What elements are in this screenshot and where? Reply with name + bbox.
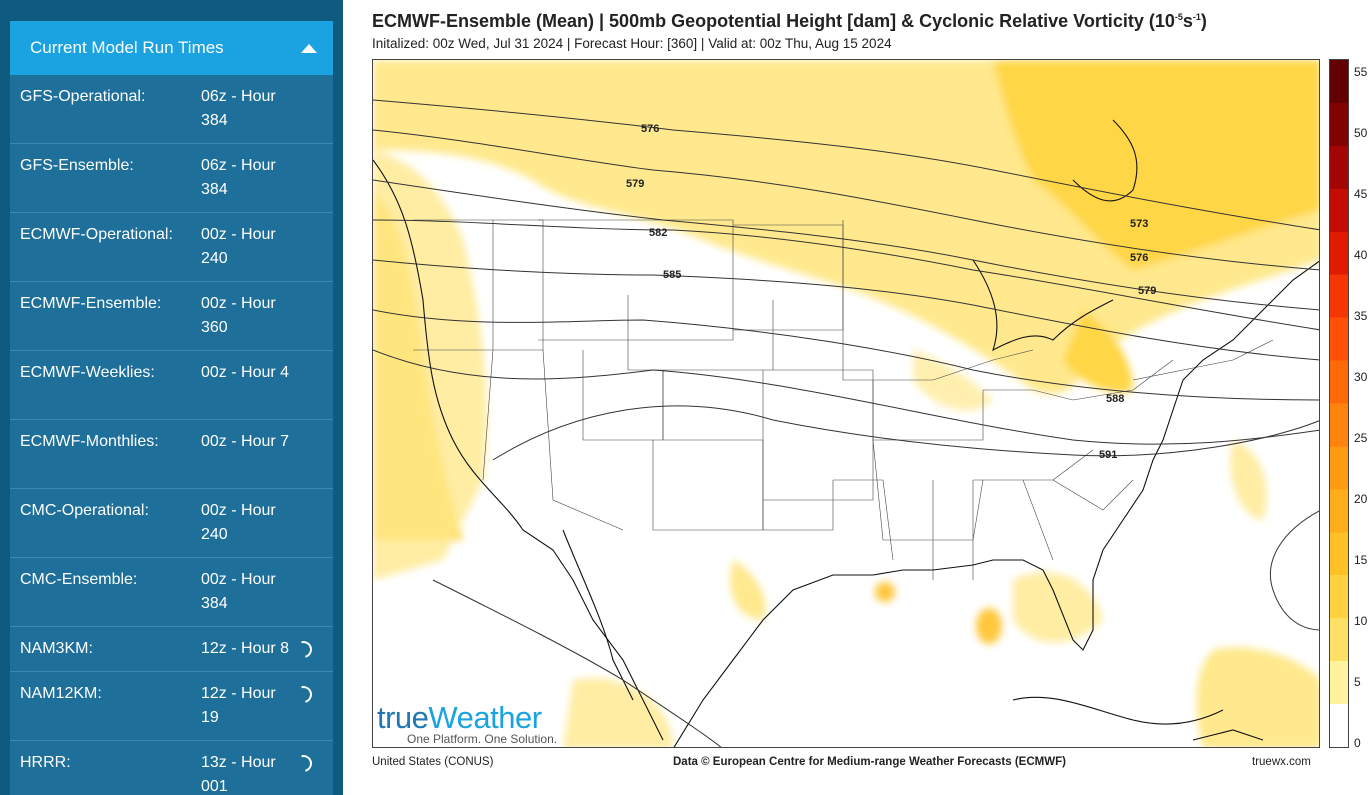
model-name: NAM12KM: [20, 685, 102, 702]
run-time-row[interactable]: GFS-Operational: 06z - Hour 384 [10, 75, 333, 144]
run-times-list: GFS-Operational: 06z - Hour 384 GFS-Ensemb… [10, 75, 333, 795]
colorbar-tick-label: 5 [1354, 675, 1361, 689]
forecast-map[interactable]: 576 579 582 585 573 576 579 588 591 true… [372, 59, 1320, 748]
height-contours [373, 99, 1319, 747]
colorbar-tick-label: 25 [1354, 431, 1368, 445]
collapse-caret-icon[interactable] [301, 43, 317, 53]
model-run-time: 06z - Hour 384 [201, 88, 276, 129]
model-name: ECMWF-Operational: [20, 226, 173, 243]
colorbar-tick-label: 20 [1354, 492, 1368, 506]
vorticity-colorbar [1329, 59, 1349, 748]
map-subtitle: Initalized: 00z Wed, Jul 31 2024 | Forec… [372, 36, 892, 51]
state-borders [413, 219, 1274, 580]
model-name: CMC-Operational: [20, 502, 149, 519]
model-run-time: 12z - Hour 19 [201, 685, 276, 726]
model-run-time: 00z - Hour 4 [201, 364, 290, 381]
contour-label: 573 [1130, 218, 1148, 230]
panel-header[interactable]: Current Model Run Times [10, 21, 333, 75]
run-time-row[interactable]: GFS-Ensemble: 06z - Hour 384 [10, 144, 333, 213]
colorbar-tick-label: 40 [1354, 248, 1368, 262]
model-name: ECMWF-Monthlies: [20, 433, 159, 450]
model-run-times-panel: Current Model Run Times GFS-Operational:… [10, 21, 333, 795]
run-time-row[interactable]: NAM12KM: 12z - Hour 19 [10, 672, 333, 741]
run-time-row[interactable]: NAM3KM: 12z - Hour 8 [10, 627, 333, 672]
model-run-time: 00z - Hour 384 [201, 571, 276, 612]
sidebar: Current Model Run Times GFS-Operational:… [0, 0, 343, 795]
site-link[interactable]: truewx.com [1252, 756, 1311, 768]
colorbar-tick-label: 35 [1354, 309, 1368, 323]
model-name: GFS-Ensemble: [20, 157, 134, 174]
model-run-time: 00z - Hour 360 [201, 295, 276, 336]
contour-label: 576 [1130, 252, 1148, 264]
model-run-time: 12z - Hour 8 [201, 640, 290, 657]
map-title: ECMWF-Ensemble (Mean) | 500mb Geopotenti… [372, 11, 1207, 31]
model-name: ECMWF-Ensemble: [20, 295, 162, 312]
contour-label: 588 [1106, 393, 1124, 405]
model-run-time: 00z - Hour 240 [201, 502, 276, 543]
model-run-time: 00z - Hour 7 [201, 433, 290, 450]
colorbar-tick-label: 45 [1354, 187, 1368, 201]
data-credit: Data © European Centre for Medium-range … [673, 756, 1066, 768]
model-run-time: 00z - Hour 240 [201, 226, 276, 267]
contour-label: 585 [663, 269, 681, 281]
map-area: ECMWF-Ensemble (Mean) | 500mb Geopotenti… [343, 0, 1372, 795]
contour-label: 582 [649, 227, 667, 239]
run-time-row[interactable]: HRRR: 13z - Hour 001 [10, 741, 333, 795]
colorbar-tick-label: 50 [1354, 126, 1368, 140]
colorbar-tick-label: 30 [1354, 370, 1368, 384]
run-time-row[interactable]: ECMWF-Monthlies: 00z - Hour 7 [10, 420, 333, 489]
map-svg: 576 579 582 585 573 576 579 588 591 [373, 60, 1319, 747]
contour-label: 579 [626, 178, 644, 190]
run-time-row[interactable]: ECMWF-Weeklies: 00z - Hour 4 [10, 351, 333, 420]
run-time-row[interactable]: ECMWF-Operational: 00z - Hour 240 [10, 213, 333, 282]
contour-label: 579 [1138, 285, 1156, 297]
trueweather-logo: trueWeather One Platform. One Solution. [377, 700, 558, 746]
model-name: GFS-Operational: [20, 88, 146, 105]
model-name: ECMWF-Weeklies: [20, 364, 155, 381]
model-name: CMC-Ensemble: [20, 571, 138, 588]
colorbar-tick-label: 0 [1354, 736, 1361, 750]
model-name: NAM3KM: [20, 640, 93, 657]
run-time-row[interactable]: ECMWF-Ensemble: 00z - Hour 360 [10, 282, 333, 351]
colorbar-tick-label: 15 [1354, 553, 1368, 567]
contour-label: 591 [1099, 449, 1117, 461]
contour-labels: 576 579 582 585 573 576 579 588 591 [626, 123, 1156, 461]
coastline [373, 119, 1319, 747]
panel-header-title: Current Model Run Times [30, 38, 224, 57]
model-name: HRRR: [20, 754, 71, 771]
colorbar-tick-label: 55 [1354, 65, 1368, 79]
run-time-row[interactable]: CMC-Operational: 00z - Hour 240 [10, 489, 333, 558]
run-time-row[interactable]: CMC-Ensemble: 00z - Hour 384 [10, 558, 333, 627]
colorbar-tick-label: 10 [1354, 614, 1368, 628]
model-run-time: 13z - Hour 001 [201, 754, 276, 795]
model-run-time: 06z - Hour 384 [201, 157, 276, 198]
vorticity-shading [373, 60, 1319, 747]
contour-label: 576 [641, 123, 659, 135]
region-label: United States (CONUS) [372, 756, 494, 768]
